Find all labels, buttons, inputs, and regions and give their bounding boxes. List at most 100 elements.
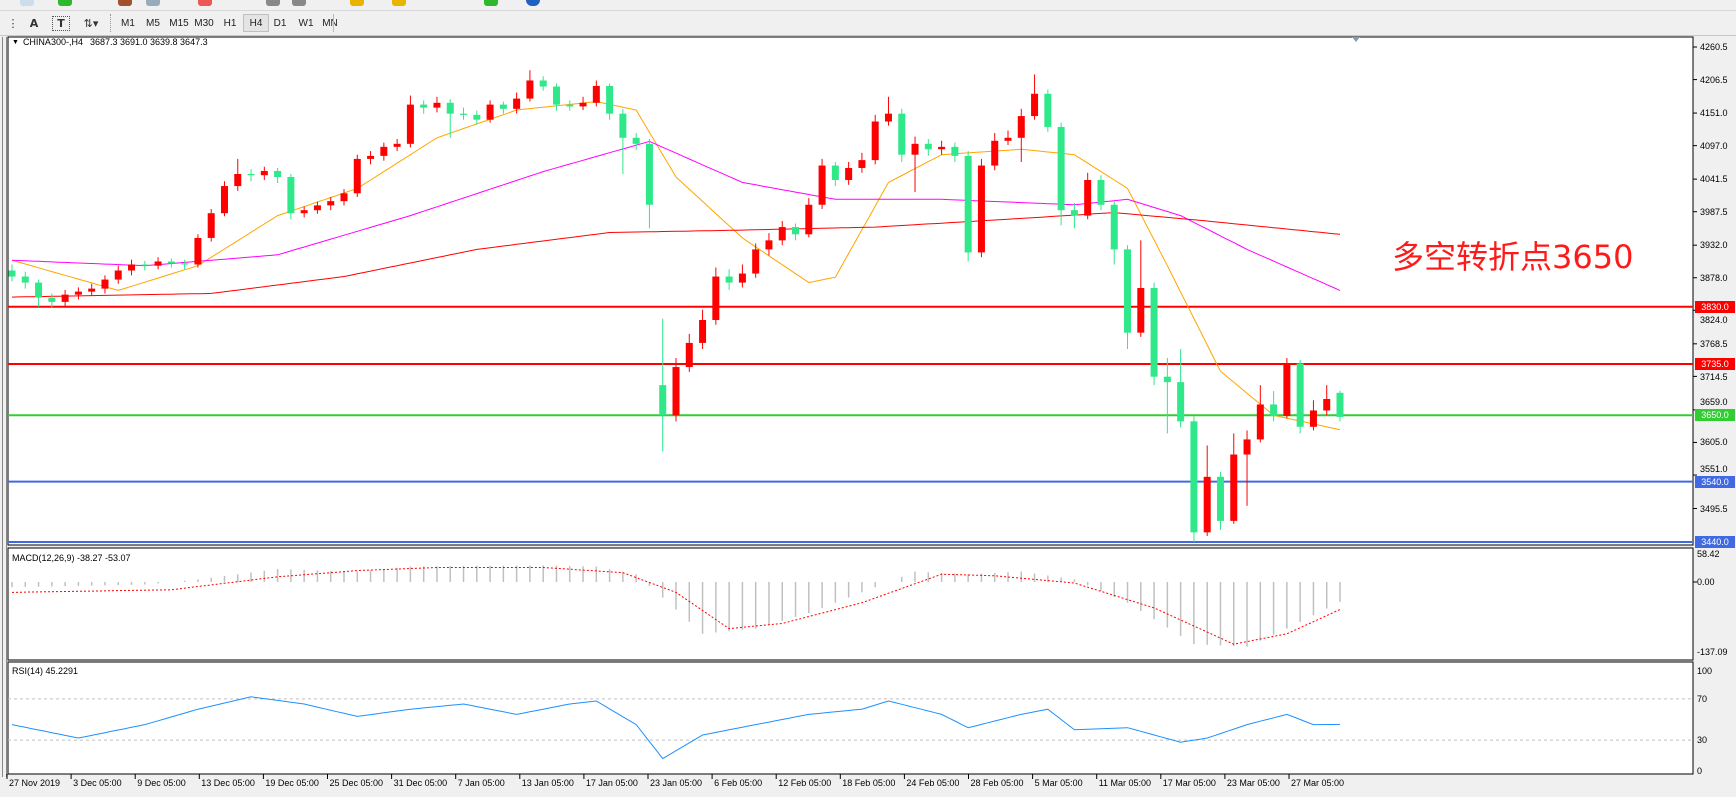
candle-body[interactable] (446, 102, 454, 114)
candle-body[interactable] (619, 113, 627, 138)
candle-body[interactable] (632, 137, 640, 144)
candle-body[interactable] (566, 104, 574, 107)
candle-body[interactable] (260, 170, 268, 176)
candle-body[interactable] (473, 114, 481, 120)
candle-body[interactable] (1283, 363, 1291, 416)
candle-body[interactable] (1017, 116, 1025, 138)
candle-body[interactable] (88, 288, 96, 292)
candle-body[interactable] (938, 146, 946, 150)
timeframe-m5[interactable]: M5 (146, 17, 160, 29)
candle-body[interactable] (1243, 439, 1251, 455)
candle-body[interactable] (393, 143, 401, 147)
candle-body[interactable] (154, 261, 162, 266)
candle-body[interactable] (884, 113, 892, 122)
candle-body[interactable] (1110, 204, 1118, 250)
candle-body[interactable] (460, 113, 468, 115)
candle-body[interactable] (1216, 476, 1224, 521)
candle-body[interactable] (8, 270, 16, 277)
candle-body[interactable] (1256, 404, 1264, 440)
candle-body[interactable] (1190, 421, 1198, 533)
candle-body[interactable] (220, 186, 228, 214)
candle-body[interactable] (207, 213, 215, 238)
candle-body[interactable] (247, 173, 255, 176)
candle-body[interactable] (831, 165, 839, 181)
new-order-icon[interactable] (58, 0, 72, 6)
candle-body[interactable] (1296, 363, 1304, 427)
candle-body[interactable] (1097, 180, 1105, 205)
zoom-in-icon[interactable] (266, 0, 280, 6)
candle-body[interactable] (552, 86, 560, 105)
candle-body[interactable] (194, 237, 202, 265)
candle-body[interactable] (167, 261, 175, 264)
candle-body[interactable] (1270, 404, 1278, 416)
candle-body[interactable] (1084, 180, 1092, 216)
candle-body[interactable] (845, 167, 853, 181)
candle-body[interactable] (274, 170, 282, 178)
candle-body[interactable] (353, 158, 361, 194)
candle-body[interactable] (1137, 288, 1145, 333)
candle-body[interactable] (871, 121, 879, 161)
candle-body[interactable] (1177, 382, 1185, 422)
candle-body[interactable] (35, 282, 43, 298)
candle-body[interactable] (1309, 410, 1317, 427)
toolbar-icon[interactable] (350, 0, 364, 6)
candle-body[interactable] (1070, 210, 1078, 216)
candle-body[interactable] (898, 113, 906, 155)
candle-body[interactable] (128, 264, 136, 271)
candle-body[interactable] (1230, 454, 1238, 521)
timeframe-w1[interactable]: W1 (298, 17, 314, 29)
toolbar-icon[interactable] (392, 0, 406, 6)
candle-body[interactable] (699, 319, 707, 343)
candle-body[interactable] (433, 102, 441, 108)
candle-body[interactable] (1150, 288, 1158, 377)
candle-body[interactable] (592, 85, 600, 103)
candle-body[interactable] (313, 205, 321, 211)
candle-body[interactable] (964, 155, 972, 253)
candle-body[interactable] (606, 85, 614, 114)
candle-body[interactable] (792, 227, 800, 235)
candle-body[interactable] (911, 143, 919, 155)
toolbar-icon[interactable] (198, 0, 212, 6)
toolbar-icon[interactable] (118, 0, 132, 6)
add-icon[interactable] (484, 0, 498, 6)
candle-body[interactable] (539, 80, 547, 87)
candle-body[interactable] (327, 201, 335, 206)
zoom-out-icon[interactable] (292, 0, 306, 6)
toolbar-icon[interactable] (20, 0, 34, 6)
timeframe-d1[interactable]: D1 (273, 17, 287, 29)
candle-body[interactable] (1323, 399, 1331, 411)
candle-body[interactable] (406, 104, 414, 144)
candle-body[interactable] (340, 193, 348, 202)
candle-body[interactable] (48, 297, 56, 302)
candle-body[interactable] (645, 143, 653, 205)
candle-body[interactable] (805, 204, 813, 235)
candle-body[interactable] (818, 165, 826, 205)
candle-body[interactable] (287, 177, 295, 214)
timeframe-h4[interactable]: H4 (243, 14, 269, 32)
toolbar-icon[interactable] (146, 0, 160, 6)
candle-body[interactable] (1044, 93, 1052, 127)
text-label-tool-icon[interactable]: T (52, 16, 70, 31)
candle-body[interactable] (778, 227, 786, 241)
timeframe-m1[interactable]: M1 (121, 17, 135, 29)
candle-body[interactable] (141, 264, 149, 266)
timeframe-m30[interactable]: M30 (194, 17, 214, 29)
candle-body[interactable] (367, 155, 375, 159)
candle-body[interactable] (672, 367, 680, 416)
timeframe-h1[interactable]: H1 (223, 17, 237, 29)
candle-body[interactable] (526, 80, 534, 99)
collapse-triangle-icon[interactable]: ▼ (12, 38, 19, 46)
candle-body[interactable] (181, 263, 189, 265)
candle-body[interactable] (61, 294, 69, 302)
candle-body[interactable] (1124, 249, 1132, 333)
candle-body[interactable] (924, 143, 932, 150)
candle-body[interactable] (752, 249, 760, 274)
candle-body[interactable] (300, 210, 308, 214)
candle-body[interactable] (712, 276, 720, 320)
candle-body[interactable] (21, 276, 29, 283)
candle-body[interactable] (685, 342, 693, 368)
candle-body[interactable] (101, 279, 109, 289)
candle-body[interactable] (420, 104, 428, 108)
candle-body[interactable] (659, 385, 667, 416)
candle-body[interactable] (486, 104, 494, 120)
